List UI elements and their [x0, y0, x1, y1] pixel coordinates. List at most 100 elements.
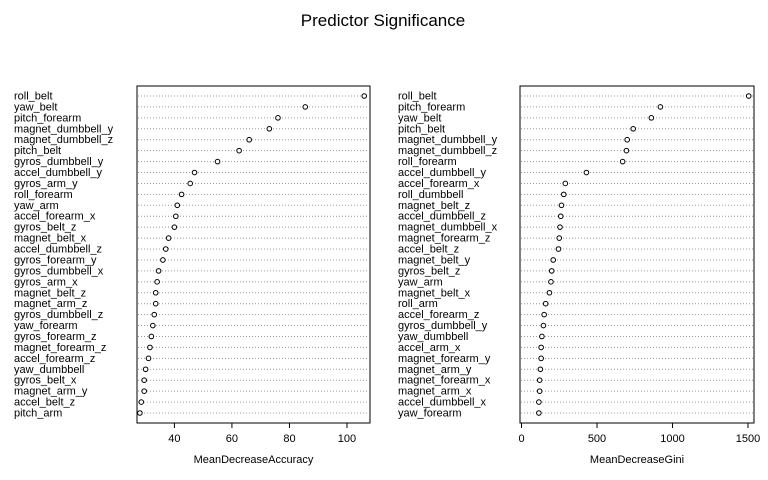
data-point: [148, 333, 155, 340]
data-point: [275, 115, 281, 121]
row-label: magnet_belt_z: [398, 200, 470, 212]
data-point: [152, 300, 159, 307]
row-label: magnet_dumbbell_z: [14, 134, 113, 146]
row-label: magnet_dumbbell_y: [14, 123, 114, 135]
data-point: [236, 147, 242, 154]
row-label: accel_dumbbell_y: [14, 167, 103, 179]
row-label: roll_forearm: [14, 189, 73, 201]
data-point: [556, 235, 563, 241]
data-point: [246, 136, 252, 143]
data-point: [619, 158, 626, 165]
data-point: [558, 202, 565, 209]
data-point: [560, 191, 567, 198]
data-point: [145, 355, 152, 362]
row-label: magnet_forearm_y: [398, 353, 491, 365]
data-point: [657, 104, 664, 110]
row-label: magnet_belt_y: [398, 254, 471, 266]
data-point: [536, 388, 543, 394]
data-point: [147, 344, 153, 351]
data-point: [152, 289, 159, 296]
data-point: [361, 93, 368, 99]
row-label: magnet_forearm_z: [398, 233, 490, 245]
data-point: [546, 289, 553, 296]
row-label: pitch_belt: [398, 123, 445, 135]
row-label: accel_dumbbell_z: [14, 244, 102, 256]
data-point: [542, 300, 549, 307]
data-point: [214, 158, 221, 165]
data-point: [557, 224, 563, 230]
row-label: gyros_belt_x: [14, 375, 77, 387]
data-point: [630, 125, 637, 132]
data-point: [562, 180, 569, 187]
x-tick-label: 1000: [660, 433, 684, 445]
data-point: [160, 257, 166, 263]
row-label: accel_forearm_x: [398, 178, 480, 190]
data-point: [541, 311, 547, 318]
x-tick-label: 500: [588, 433, 606, 445]
data-point: [142, 366, 149, 373]
row-label: gyros_dumbbell_z: [14, 309, 103, 321]
data-point: [537, 366, 544, 373]
row-label: accel_belt_z: [14, 397, 75, 409]
row-label: roll_belt: [398, 91, 437, 103]
row-label: pitch_belt: [14, 145, 61, 157]
row-label: yaw_arm: [398, 276, 443, 288]
row-label: yaw_arm: [14, 200, 59, 212]
row-label: accel_dumbbell_x: [398, 397, 487, 409]
x-tick-label: 80: [283, 433, 295, 445]
row-label: magnet_forearm_z: [14, 342, 106, 354]
row-label: gyros_forearm_z: [14, 331, 97, 343]
row-label: gyros_dumbbell_x: [14, 265, 104, 277]
row-label: yaw_dumbbell: [14, 364, 84, 376]
data-point: [141, 377, 147, 384]
x-axis-label: MeanDecreaseGini: [590, 454, 684, 466]
data-point: [550, 257, 557, 263]
row-label: magnet_arm_y: [398, 364, 472, 376]
row-label: gyros_dumbbell_y: [398, 320, 488, 332]
data-point: [154, 279, 160, 285]
data-point: [623, 147, 630, 154]
data-point: [583, 169, 590, 176]
data-point: [536, 410, 542, 416]
data-point: [538, 355, 544, 362]
data-point: [745, 93, 752, 99]
row-label: yaw_dumbbell: [398, 331, 468, 343]
row-label: gyros_dumbbell_y: [14, 156, 104, 168]
accuracy-panel: roll_beltyaw_beltpitch_forearmmagnet_dum…: [14, 85, 371, 466]
row-label: magnet_forearm_x: [398, 375, 491, 387]
x-tick-label: 1500: [736, 433, 760, 445]
data-point: [174, 202, 181, 209]
row-label: accel_forearm_x: [14, 211, 96, 223]
row-label: magnet_belt_x: [14, 233, 87, 245]
x-tick-label: 40: [168, 433, 180, 445]
row-label: gyros_arm_x: [14, 276, 78, 288]
data-point: [171, 224, 178, 230]
row-label: pitch_forearm: [398, 101, 465, 113]
data-point: [557, 213, 564, 220]
data-point: [548, 279, 554, 285]
row-label: accel_dumbbell_z: [398, 211, 486, 223]
data-point: [151, 311, 158, 318]
row-label: accel_belt_z: [398, 244, 459, 256]
row-label: magnet_arm_y: [14, 386, 88, 398]
data-point: [187, 180, 194, 187]
data-point: [555, 246, 562, 252]
data-point: [150, 322, 156, 329]
row-label: yaw_forearm: [398, 408, 462, 420]
row-label: roll_dumbbell: [398, 189, 463, 201]
row-label: roll_arm: [398, 298, 438, 310]
row-label: gyros_forearm_y: [14, 254, 97, 266]
x-tick-label: 0: [518, 433, 524, 445]
data-point: [536, 399, 542, 405]
plot-frame: [136, 85, 371, 424]
data-point: [141, 388, 147, 394]
data-point: [624, 136, 630, 143]
data-point: [155, 268, 162, 274]
data-point: [648, 115, 655, 121]
x-axis-label: MeanDecreaseAccuracy: [194, 454, 314, 466]
data-point: [548, 268, 555, 274]
row-label: roll_forearm: [398, 156, 457, 168]
plot-frame: [519, 85, 755, 424]
data-point: [538, 344, 544, 351]
